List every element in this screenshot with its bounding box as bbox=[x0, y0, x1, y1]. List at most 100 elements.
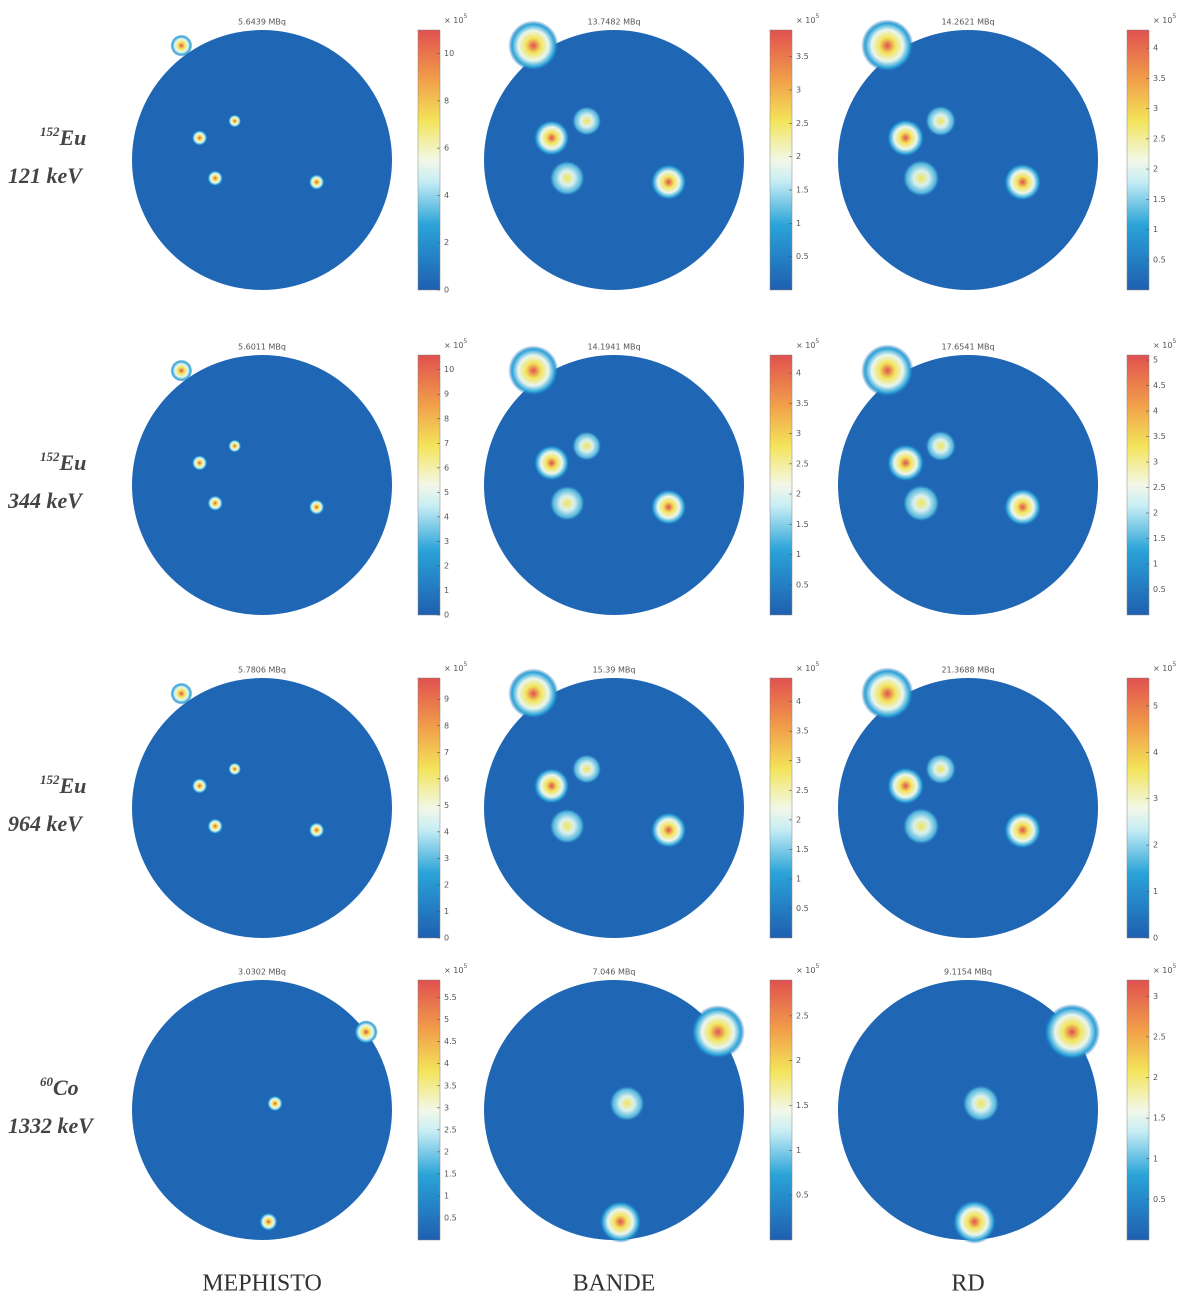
colorbar-tick-label: 1 bbox=[796, 874, 801, 883]
colorbar-tick-label: 1 bbox=[444, 1191, 449, 1200]
colorbar-tick-label: 0.5 bbox=[1153, 255, 1166, 264]
isotope-label: 60Co bbox=[40, 1074, 79, 1100]
colorbar-tick-label: 2 bbox=[1153, 1073, 1158, 1082]
hot-spot bbox=[191, 455, 208, 471]
exponent-power: 5 bbox=[463, 338, 467, 345]
colorbar-tick-label: 3 bbox=[796, 86, 801, 95]
isotope-name: Eu bbox=[59, 773, 87, 798]
exponent-base: × 10 bbox=[444, 341, 463, 350]
isotope-mass: 152 bbox=[40, 124, 60, 139]
exponent-base: × 10 bbox=[796, 16, 815, 25]
hot-spot bbox=[609, 1085, 645, 1122]
hot-spot bbox=[925, 105, 957, 137]
colorbar-tick-label: 0.5 bbox=[1153, 1195, 1166, 1204]
colorbar-tick-label: 1 bbox=[1153, 225, 1158, 234]
colorbar-exponent: × 105 bbox=[1153, 338, 1176, 350]
hot-spot bbox=[902, 484, 940, 522]
colorbar-tick-label: 2 bbox=[796, 490, 801, 499]
colorbar-tick-label: 3.5 bbox=[796, 52, 809, 61]
colorbar-tick-label: 7 bbox=[444, 748, 449, 757]
colorbar-exponent: × 105 bbox=[444, 963, 467, 975]
colorbar-tick-label: 2.5 bbox=[796, 459, 809, 468]
hot-spot bbox=[207, 818, 223, 834]
colorbar-tick-label: 6 bbox=[444, 463, 449, 472]
isotope-name: Co bbox=[53, 1075, 79, 1100]
image-disk bbox=[484, 355, 744, 615]
exponent-base: × 10 bbox=[444, 16, 463, 25]
hot-spot bbox=[308, 822, 325, 838]
colorbar-tick-label: 2 bbox=[1153, 509, 1158, 518]
exponent-base: × 10 bbox=[1153, 664, 1172, 673]
hot-spot bbox=[571, 106, 602, 136]
hot-spot bbox=[902, 807, 940, 845]
colorbar-exponent: × 105 bbox=[796, 963, 819, 975]
colorbar bbox=[1126, 354, 1150, 616]
colorbar-tick-label: 2 bbox=[444, 561, 449, 570]
panel-title: 14.1941 MBq bbox=[587, 343, 640, 352]
colorbar bbox=[769, 979, 793, 1241]
colorbar-tick-label: 1.5 bbox=[796, 186, 809, 195]
colorbar-tick-label: 9 bbox=[444, 390, 449, 399]
hot-spot bbox=[861, 19, 914, 72]
colorbar bbox=[417, 677, 441, 939]
hot-spot bbox=[228, 114, 242, 128]
column-label: MEPHISTO bbox=[202, 1271, 322, 1297]
colorbar-tick-label: 3 bbox=[444, 537, 449, 546]
colorbar-tick-label: 1.5 bbox=[1153, 195, 1166, 204]
isotope-label: 152Eu bbox=[40, 449, 86, 475]
colorbar-tick-label: 0 bbox=[444, 286, 449, 295]
isotope-mass: 60 bbox=[40, 1074, 54, 1089]
colorbar-tick-label: 6 bbox=[444, 774, 449, 783]
energy-label: 344 keV bbox=[7, 488, 84, 513]
colorbar-tick-label: 1 bbox=[1153, 560, 1158, 569]
hot-spot bbox=[691, 1005, 745, 1059]
colorbar-exponent: × 105 bbox=[796, 13, 819, 25]
hot-spot bbox=[508, 20, 559, 71]
isotope-label: 152Eu bbox=[40, 124, 86, 150]
colorbar-tick-label: 2 bbox=[444, 1147, 449, 1156]
colorbar-tick-label: 2 bbox=[796, 152, 801, 161]
colorbar-tick-label: 2.5 bbox=[1153, 134, 1166, 143]
panel-title: 15.39 MBq bbox=[593, 666, 636, 675]
image-disk bbox=[132, 678, 392, 938]
colorbar-tick-label: 3 bbox=[796, 756, 801, 765]
colorbar-tick-label: 2.5 bbox=[796, 786, 809, 795]
colorbar-tick-label: 2 bbox=[1153, 841, 1158, 850]
colorbar-tick-label: 2.5 bbox=[1153, 1032, 1166, 1041]
panel-title: 9.1154 MBq bbox=[944, 968, 992, 977]
exponent-power: 5 bbox=[463, 661, 467, 668]
colorbar-tick-label: 2 bbox=[444, 238, 449, 247]
colorbar bbox=[769, 354, 793, 616]
colorbar-tick-label: 0.5 bbox=[444, 1213, 457, 1222]
exponent-power: 5 bbox=[815, 338, 819, 345]
hot-spot bbox=[207, 170, 223, 186]
hot-spot bbox=[886, 767, 925, 805]
hot-spot bbox=[599, 1200, 642, 1243]
colorbar-tick-label: 4 bbox=[444, 191, 449, 200]
image-disk bbox=[838, 355, 1098, 615]
colorbar-tick-label: 8 bbox=[444, 721, 449, 730]
colorbar-tick-label: 5 bbox=[1153, 701, 1158, 710]
exponent-base: × 10 bbox=[796, 966, 815, 975]
column-label: RD bbox=[951, 1271, 984, 1297]
image-disk bbox=[838, 678, 1098, 938]
colorbar-tick-label: 2 bbox=[796, 1056, 801, 1065]
colorbar-tick-label: 5 bbox=[444, 488, 449, 497]
colorbar-tick-label: 4 bbox=[796, 697, 801, 706]
hot-spot bbox=[533, 119, 570, 156]
hot-spot bbox=[549, 485, 586, 522]
colorbar-tick-label: 9 bbox=[444, 695, 449, 704]
colorbar bbox=[769, 29, 793, 291]
colorbar-tick-label: 0 bbox=[444, 611, 449, 620]
colorbar-tick-label: 1.5 bbox=[796, 1101, 809, 1110]
column-label: BANDE bbox=[573, 1271, 656, 1297]
hot-spot bbox=[571, 431, 602, 461]
exponent-power: 5 bbox=[1172, 338, 1176, 345]
colorbar-tick-label: 5.5 bbox=[444, 993, 457, 1002]
hot-spot bbox=[308, 499, 325, 515]
colorbar-tick-label: 3 bbox=[1153, 794, 1158, 803]
image-disk bbox=[132, 355, 392, 615]
hot-spot bbox=[650, 489, 687, 526]
hot-spot bbox=[1043, 1003, 1101, 1061]
